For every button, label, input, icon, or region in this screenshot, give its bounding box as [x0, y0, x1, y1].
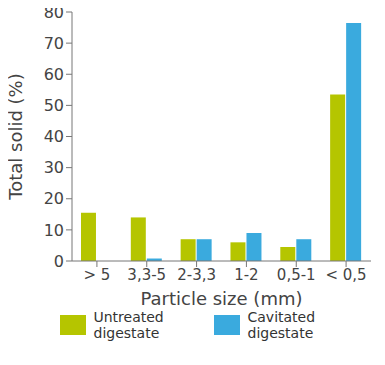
svg-text:0,5-1: 0,5-1 — [277, 266, 316, 284]
svg-text:Total solid (%): Total solid (%) — [8, 73, 26, 200]
svg-text:30: 30 — [44, 158, 64, 177]
svg-text:3,3-5: 3,3-5 — [127, 266, 166, 284]
svg-text:70: 70 — [44, 34, 64, 53]
svg-text:0: 0 — [54, 252, 64, 271]
svg-text:20: 20 — [44, 189, 64, 208]
svg-text:10: 10 — [44, 221, 64, 240]
svg-text:< 0,5: < 0,5 — [325, 266, 366, 284]
svg-text:80: 80 — [44, 8, 64, 22]
svg-text:Particle size (mm): Particle size (mm) — [141, 288, 303, 309]
html-text:Untreated digestate: Untreated digestate — [93, 309, 164, 341]
svg-text:40: 40 — [44, 127, 64, 146]
svg-text:> 5: > 5 — [83, 266, 110, 284]
svg-text:1-2: 1-2 — [234, 266, 259, 284]
svg-text:50: 50 — [44, 96, 64, 115]
html-text:Cavitated digestate: Cavitated digestate — [247, 309, 316, 341]
svg-text:60: 60 — [44, 65, 64, 84]
svg-text:2-3,3: 2-3,3 — [177, 266, 216, 284]
